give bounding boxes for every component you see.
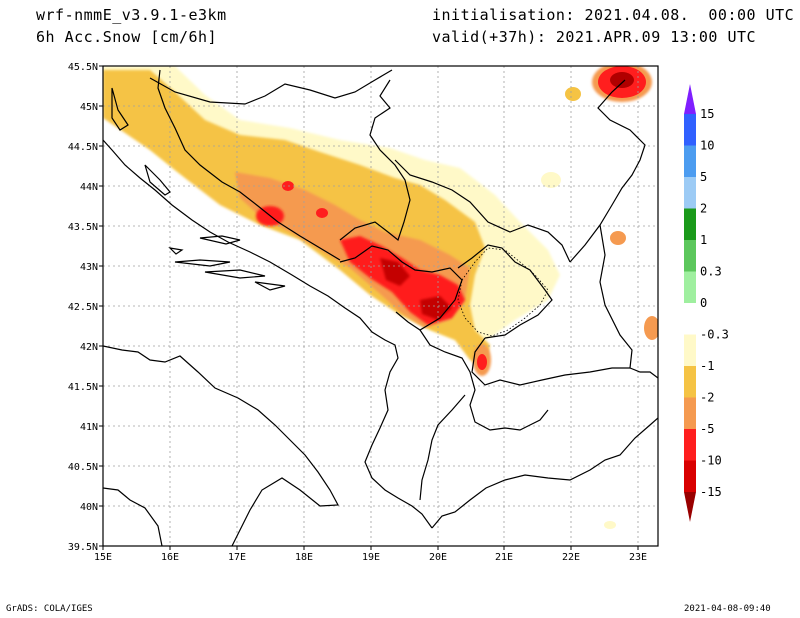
lat-label: 41.5N <box>68 382 98 393</box>
snow-spot <box>610 231 626 245</box>
lon-label: 21E <box>495 552 513 563</box>
colorbar-segment <box>684 208 696 240</box>
island-krk <box>111 87 129 131</box>
colorbar-segment <box>684 271 696 303</box>
island-pag <box>144 164 171 196</box>
lon-ticks <box>102 546 639 550</box>
grads-credit: GrADS: COLA/IGES <box>6 604 93 614</box>
colorbar-segment <box>684 334 696 366</box>
coastline-adriatic-east <box>103 139 433 529</box>
colorbar-segment <box>684 366 696 398</box>
model-title: wrf-nmmE_v3.9.1-e3km <box>36 6 227 24</box>
snow-spot <box>565 87 581 101</box>
colorbar-label: 2 <box>700 202 707 216</box>
lon-label: 16E <box>161 552 179 563</box>
lat-label: 40.5N <box>68 462 98 473</box>
colorbar-label: 0 <box>700 296 707 310</box>
border-albania <box>419 329 549 431</box>
colorbar-label: 5 <box>700 170 707 184</box>
lat-label: 43N <box>80 262 98 273</box>
lat-label: 42.5N <box>68 302 98 313</box>
valid-time: valid(+37h): 2021.APR.09 13:00 UTC <box>432 28 757 46</box>
colorbar-label: -0.3 <box>700 328 729 342</box>
border-serbia-kosovo <box>457 244 553 339</box>
lat-label: 43.5N <box>68 222 98 233</box>
colorbar-segment <box>684 397 696 429</box>
island-mljet <box>254 281 286 291</box>
island-vis <box>168 247 184 255</box>
colorbar-label: -5 <box>700 422 714 436</box>
lat-labels: 45.5N 45N 44.5N 44N 43.5N 43N 42.5N 42N … <box>68 62 98 553</box>
border-bulgaria-south <box>599 224 633 369</box>
border-macedonia <box>471 337 630 386</box>
coastline-greece <box>431 417 658 529</box>
lat-ticks <box>99 65 103 547</box>
border-kosovo <box>457 247 549 337</box>
lon-label: 23E <box>629 552 647 563</box>
colorbar-label: -15 <box>700 485 722 499</box>
colorbar-label: -1 <box>700 359 714 373</box>
snow-core-dark <box>380 258 410 286</box>
border-croatia-bosnia <box>157 69 341 261</box>
border-bosnia-serbia <box>339 79 411 242</box>
variable-title: 6h Acc.Snow [cm/6h] <box>36 28 218 46</box>
colorbar-label: -10 <box>700 454 722 468</box>
snow-spot <box>477 354 487 370</box>
colorbar-segment <box>684 114 696 146</box>
snow-spot <box>541 172 561 188</box>
border-croatia-north <box>149 69 393 105</box>
snow-spot <box>604 521 616 529</box>
lat-label: 44N <box>80 182 98 193</box>
colorbar-arrow-top <box>684 84 696 114</box>
island-hvar <box>174 259 231 267</box>
render-timestamp: 2021-04-08-09:40 <box>684 604 771 614</box>
colorbar-arrow-bottom <box>684 492 696 522</box>
colorbar-segment <box>684 145 696 177</box>
lon-label: 19E <box>362 552 380 563</box>
border-serbia-east <box>394 159 571 263</box>
coastlines-borders <box>103 69 658 546</box>
lat-label: 39.5N <box>68 542 98 553</box>
coastline-italy <box>103 345 339 546</box>
colorbar-label: 15 <box>700 107 714 121</box>
border-greece <box>629 367 658 379</box>
lon-labels: 15E 16E 17E 18E 19E 20E 21E 22E 23E <box>94 552 647 563</box>
colorbar-segment <box>684 303 696 335</box>
colorbar-label: 1 <box>700 233 707 247</box>
snow-spot <box>644 316 658 340</box>
colorbar-label: -2 <box>700 391 714 405</box>
snow-field <box>103 66 658 529</box>
lat-label: 41N <box>80 422 98 433</box>
colorbar-segment <box>684 460 696 492</box>
colorbar-label: 0.3 <box>700 265 722 279</box>
lon-label: 20E <box>429 552 447 563</box>
lon-label: 17E <box>228 552 246 563</box>
colorbar: 15 10 5 2 1 0.3 0 -0.3 -1 -2 -5 -10 -15 <box>684 84 729 522</box>
lat-label: 40N <box>80 502 98 513</box>
border-montenegro <box>339 245 463 331</box>
island-korcula <box>204 269 266 279</box>
colorbar-label: 10 <box>700 139 714 153</box>
initialisation-time: initialisation: 2021.04.08. 00:00 UTC <box>432 6 795 24</box>
coastline-italy-south <box>103 487 163 546</box>
lon-label: 18E <box>295 552 313 563</box>
lat-label: 45N <box>80 102 98 113</box>
colorbar-segment <box>684 240 696 272</box>
border-bulgaria <box>569 79 646 263</box>
snow-spot <box>316 208 328 218</box>
island-brac <box>199 235 241 245</box>
lat-label: 42N <box>80 342 98 353</box>
border-albania-greece <box>419 394 466 501</box>
lon-label: 22E <box>562 552 580 563</box>
lat-label: 45.5N <box>68 62 98 73</box>
lon-label: 15E <box>94 552 112 563</box>
snow-spot <box>610 72 634 88</box>
colorbar-segment <box>684 177 696 209</box>
lat-label: 44.5N <box>68 142 98 153</box>
colorbar-segment <box>684 429 696 461</box>
grid-lines <box>103 66 658 546</box>
